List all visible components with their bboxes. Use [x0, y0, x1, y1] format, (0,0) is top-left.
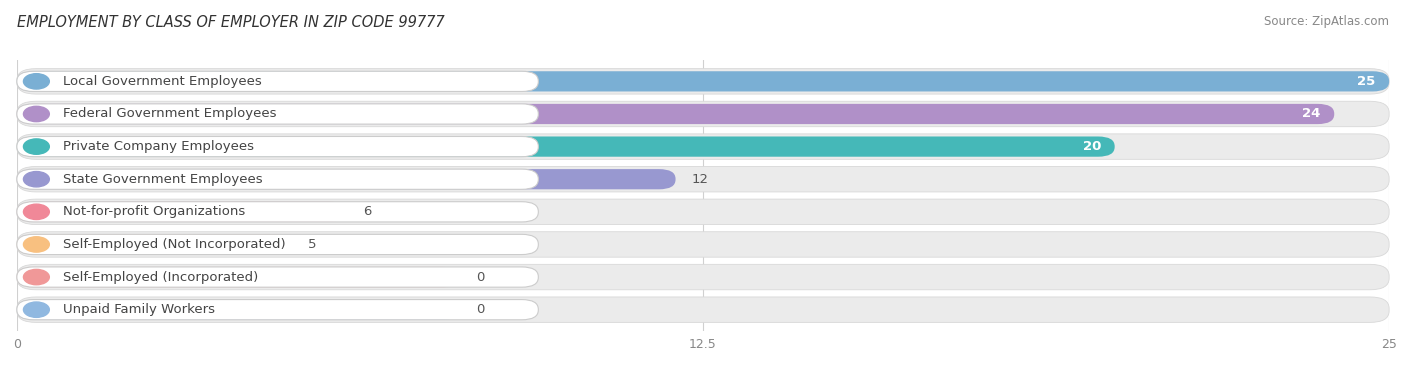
FancyBboxPatch shape	[17, 232, 1389, 257]
Circle shape	[24, 204, 49, 220]
Text: 24: 24	[1302, 108, 1320, 120]
Text: 12: 12	[692, 173, 709, 186]
Text: 20: 20	[1083, 140, 1101, 153]
FancyBboxPatch shape	[17, 202, 538, 222]
FancyBboxPatch shape	[17, 69, 1389, 94]
Text: 0: 0	[477, 303, 485, 316]
Text: Unpaid Family Workers: Unpaid Family Workers	[63, 303, 215, 316]
Text: EMPLOYMENT BY CLASS OF EMPLOYER IN ZIP CODE 99777: EMPLOYMENT BY CLASS OF EMPLOYER IN ZIP C…	[17, 15, 444, 30]
FancyBboxPatch shape	[17, 234, 291, 255]
FancyBboxPatch shape	[17, 134, 1389, 159]
FancyBboxPatch shape	[17, 202, 346, 222]
Circle shape	[24, 106, 49, 122]
Text: Federal Government Employees: Federal Government Employees	[63, 108, 277, 120]
Text: Self-Employed (Not Incorporated): Self-Employed (Not Incorporated)	[63, 238, 285, 251]
FancyBboxPatch shape	[17, 267, 538, 287]
Text: 5: 5	[308, 238, 316, 251]
FancyBboxPatch shape	[17, 267, 460, 287]
Text: 0: 0	[477, 271, 485, 284]
Text: 6: 6	[363, 205, 371, 218]
FancyBboxPatch shape	[17, 297, 1389, 322]
FancyBboxPatch shape	[17, 71, 538, 91]
FancyBboxPatch shape	[17, 199, 1389, 224]
Circle shape	[24, 269, 49, 285]
Circle shape	[24, 237, 49, 252]
FancyBboxPatch shape	[17, 136, 1115, 157]
FancyBboxPatch shape	[17, 71, 1389, 91]
Text: 25: 25	[1357, 75, 1375, 88]
FancyBboxPatch shape	[17, 169, 538, 190]
FancyBboxPatch shape	[17, 169, 675, 190]
FancyBboxPatch shape	[17, 300, 538, 320]
Circle shape	[24, 74, 49, 89]
FancyBboxPatch shape	[17, 300, 460, 320]
FancyBboxPatch shape	[17, 104, 1334, 124]
FancyBboxPatch shape	[17, 264, 1389, 290]
Text: Source: ZipAtlas.com: Source: ZipAtlas.com	[1264, 15, 1389, 28]
Text: State Government Employees: State Government Employees	[63, 173, 263, 186]
Circle shape	[24, 302, 49, 317]
Text: Self-Employed (Incorporated): Self-Employed (Incorporated)	[63, 271, 259, 284]
Text: Private Company Employees: Private Company Employees	[63, 140, 254, 153]
FancyBboxPatch shape	[17, 167, 1389, 192]
Circle shape	[24, 139, 49, 154]
FancyBboxPatch shape	[17, 136, 538, 157]
FancyBboxPatch shape	[17, 101, 1389, 127]
FancyBboxPatch shape	[17, 234, 538, 255]
Text: Local Government Employees: Local Government Employees	[63, 75, 262, 88]
Text: Not-for-profit Organizations: Not-for-profit Organizations	[63, 205, 245, 218]
FancyBboxPatch shape	[17, 104, 538, 124]
Circle shape	[24, 171, 49, 187]
